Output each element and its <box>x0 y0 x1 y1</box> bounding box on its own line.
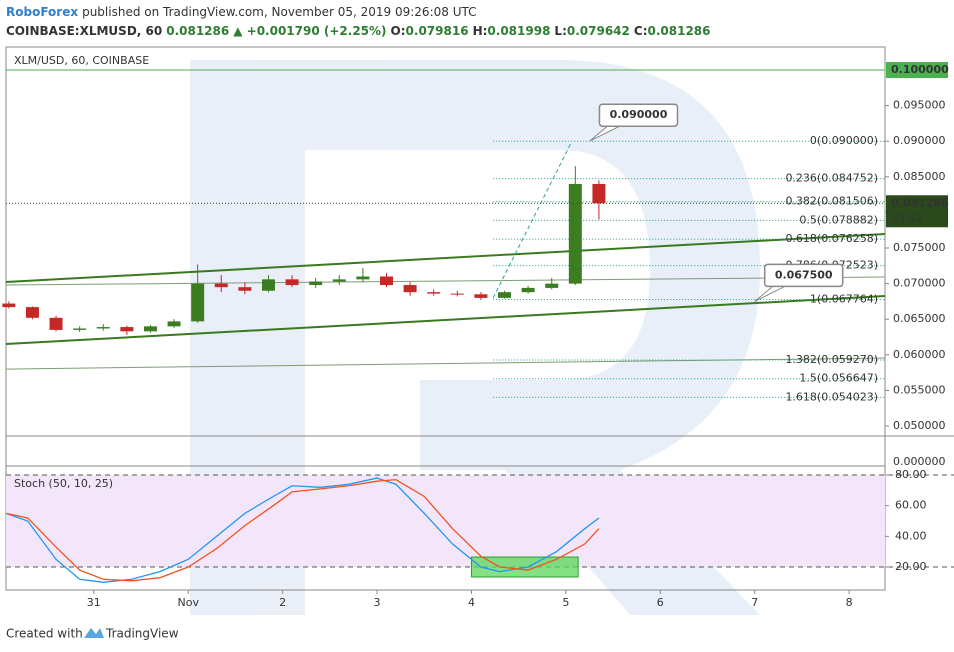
fib-label: 0(0.090000) <box>810 134 878 147</box>
callout-box <box>598 103 679 127</box>
y-tick-label: 0.090000 <box>893 134 946 147</box>
x-tick-label: Nov <box>177 596 199 609</box>
fib-label: 1.618(0.054023) <box>785 390 878 403</box>
price-badge <box>886 62 948 79</box>
trendline <box>5 295 886 346</box>
y-tick-label: 40.00 <box>895 529 927 542</box>
trendline <box>5 232 886 284</box>
x-tick-label: 3 <box>374 596 381 609</box>
candle-body <box>379 276 393 286</box>
fib-label: 1.5(0.056647) <box>799 372 878 385</box>
x-tick-label: 2 <box>279 596 286 609</box>
candle-body <box>120 327 134 332</box>
trendline <box>5 357 886 370</box>
y-tick-label: 80.00 <box>895 468 927 481</box>
candle-body <box>592 183 606 204</box>
x-tick-label: 5 <box>562 596 569 609</box>
candle-body <box>73 328 87 330</box>
candle-body <box>403 285 417 293</box>
author: RoboForex <box>6 5 78 19</box>
ohlc-label: L: <box>554 24 566 38</box>
y-tick-label: 0.055000 <box>893 383 946 396</box>
x-tick-label: 31 <box>87 596 101 609</box>
candle-body <box>545 283 559 288</box>
last: 0.081286 <box>166 24 229 38</box>
candle-body <box>356 276 370 280</box>
main-title: XLM/USD, 60, COINBASE <box>14 54 149 67</box>
x-tick-label: 7 <box>751 596 758 609</box>
candle-body <box>96 327 110 329</box>
ohlc-value: 0.081286 <box>648 24 711 38</box>
last-price-badge <box>886 195 948 228</box>
y-tick-label: 0.065000 <box>893 312 946 325</box>
y-tick-label: 0.060000 <box>893 348 946 361</box>
y-tick-label: 0.085000 <box>893 170 946 183</box>
candle-body <box>261 279 275 291</box>
ohlc-label: O: <box>391 24 406 38</box>
fib-label: 0.618(0.076258) <box>785 232 878 245</box>
symbol: COINBASE:XLMUSD, 60 <box>6 24 162 38</box>
stoch-title: Stoch (50, 10, 25) <box>14 477 113 490</box>
candle-body <box>521 287 535 293</box>
ohlc-label: H: <box>473 24 488 38</box>
candle-body <box>238 287 252 291</box>
price-badge-label: 0.100000 <box>891 63 949 76</box>
candle-body <box>568 183 582 284</box>
y-tick-label: 0.070000 <box>893 277 946 290</box>
quote-line: COINBASE:XLMUSD, 60 0.081286 ▲ +0.001790 (… <box>6 24 711 38</box>
candle-body <box>285 279 299 286</box>
candle-body <box>167 321 181 327</box>
fib-label: 0.236(0.084752) <box>785 172 878 185</box>
last-price-label: 0.081286 <box>891 196 949 209</box>
candle-body <box>498 292 512 298</box>
change: ▲ +0.001790 (+2.25%) <box>233 24 386 38</box>
countdown: 33:52 <box>891 212 923 225</box>
y-tick-label: 60.00 <box>895 499 927 512</box>
candle-body <box>332 279 346 282</box>
publish-line: RoboForex published on TradingView.com, N… <box>6 5 476 19</box>
x-tick-label: 8 <box>846 596 853 609</box>
y-tick-label: 0.095000 <box>893 99 946 112</box>
candle-body <box>191 283 205 322</box>
candle-body <box>427 292 441 294</box>
y-tick-label: 20.00 <box>895 560 927 573</box>
fib-label: 0.5(0.078882) <box>799 213 878 226</box>
fib-label: 0.382(0.081506) <box>785 195 878 208</box>
x-tick-label: 6 <box>657 596 664 609</box>
candle-body <box>214 283 228 288</box>
callout-label: 0.090000 <box>610 108 668 121</box>
ohlc-value: 0.079642 <box>567 24 630 38</box>
fib-label: 1(0.067764) <box>810 293 878 306</box>
y-tick-label: 0.075000 <box>893 241 946 254</box>
bottom-label: 0.000000 <box>893 455 946 468</box>
trendline <box>5 276 886 286</box>
y-tick-label: 0.050000 <box>893 419 946 432</box>
candle-body <box>2 303 16 308</box>
published: published on TradingView.com, November 0… <box>82 5 476 19</box>
stoch-line <box>5 478 600 582</box>
candle-body <box>49 317 63 330</box>
callout-box <box>763 263 844 288</box>
panel-frame <box>5 46 886 591</box>
footer-created: Created with <box>6 627 83 641</box>
ohlc-label: C: <box>634 24 648 38</box>
candle-body <box>143 326 157 332</box>
callout-label: 0.067500 <box>775 268 833 281</box>
stoch-line <box>5 477 600 583</box>
candle-body <box>309 281 323 286</box>
candle-body <box>450 293 464 295</box>
ohlc-value: 0.079816 <box>406 24 469 38</box>
candle-body <box>25 307 39 318</box>
footer-brand: TradingView <box>105 627 179 641</box>
x-tick-label: 4 <box>468 596 475 609</box>
candle-body <box>474 294 488 298</box>
fib-label: 1.382(0.059270) <box>785 353 878 366</box>
logo <box>84 628 104 638</box>
ohlc-value: 0.081998 <box>487 24 550 38</box>
